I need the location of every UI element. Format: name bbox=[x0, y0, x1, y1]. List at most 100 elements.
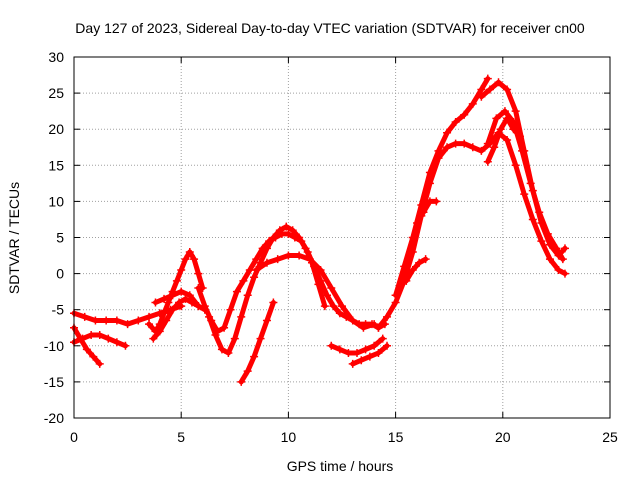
x-tick-label: 5 bbox=[177, 429, 185, 445]
data-point bbox=[338, 302, 346, 311]
data-point bbox=[483, 74, 492, 83]
data-point bbox=[402, 276, 411, 285]
data-point bbox=[391, 291, 400, 300]
x-axis-label: GPS time / hours bbox=[287, 458, 394, 474]
data-point bbox=[537, 237, 546, 246]
data-point bbox=[149, 334, 158, 343]
data-point bbox=[370, 320, 379, 329]
data-point bbox=[160, 309, 169, 318]
x-tick-label: 15 bbox=[388, 429, 404, 445]
data-point bbox=[220, 323, 229, 332]
data-point bbox=[262, 316, 271, 325]
data-point bbox=[112, 316, 121, 325]
data-point bbox=[112, 338, 121, 347]
data-point bbox=[177, 287, 186, 296]
data-point bbox=[134, 316, 143, 325]
data-point bbox=[370, 341, 379, 350]
data-point bbox=[243, 291, 252, 300]
data-point bbox=[269, 233, 278, 242]
data-point bbox=[518, 146, 527, 155]
data-point bbox=[102, 316, 111, 325]
data-point bbox=[359, 323, 368, 332]
series-track-13 bbox=[374, 128, 569, 332]
data-point bbox=[232, 287, 241, 296]
data-point bbox=[80, 312, 89, 321]
data-point bbox=[419, 208, 428, 217]
data-point bbox=[155, 327, 164, 336]
data-point bbox=[89, 352, 98, 361]
data-point bbox=[269, 298, 278, 307]
data-point bbox=[282, 222, 291, 231]
y-tick-label: 10 bbox=[48, 193, 64, 209]
data-point bbox=[545, 255, 554, 264]
data-point bbox=[316, 265, 325, 274]
data-point bbox=[190, 255, 199, 264]
data-point bbox=[151, 298, 160, 307]
data-point bbox=[284, 251, 293, 260]
data-point bbox=[378, 334, 387, 343]
data-point bbox=[314, 280, 323, 289]
y-tick-label: -15 bbox=[44, 374, 64, 390]
data-point bbox=[552, 244, 561, 253]
data-point bbox=[468, 143, 477, 152]
y-tick-label: 5 bbox=[56, 230, 64, 246]
data-point bbox=[252, 265, 261, 274]
data-point bbox=[348, 316, 357, 325]
data-point bbox=[383, 341, 392, 350]
data-point bbox=[374, 323, 383, 332]
data-point bbox=[443, 128, 452, 137]
data-point bbox=[104, 334, 113, 343]
data-point bbox=[275, 226, 284, 235]
data-point bbox=[181, 294, 190, 303]
data-point bbox=[477, 85, 486, 94]
data-point bbox=[250, 273, 259, 282]
series-track-8 bbox=[205, 222, 329, 358]
data-point bbox=[194, 284, 203, 293]
series-track-16 bbox=[483, 107, 567, 264]
data-point bbox=[509, 125, 518, 134]
data-point bbox=[353, 349, 362, 358]
data-point bbox=[87, 330, 96, 339]
grid-lines bbox=[74, 57, 610, 418]
data-point bbox=[515, 132, 524, 141]
data-point bbox=[250, 352, 259, 361]
data-point bbox=[329, 302, 338, 311]
data-point bbox=[348, 359, 357, 368]
series-track-15 bbox=[477, 78, 569, 260]
data-point bbox=[327, 284, 336, 293]
data-point bbox=[560, 269, 569, 278]
data-point bbox=[217, 345, 226, 354]
data-point bbox=[425, 168, 434, 177]
data-point bbox=[558, 255, 567, 264]
data-point bbox=[123, 320, 132, 329]
series-track bbox=[403, 256, 429, 284]
data-point bbox=[181, 255, 190, 264]
data-point bbox=[408, 233, 417, 242]
data-point bbox=[543, 229, 552, 238]
data-point bbox=[443, 143, 452, 152]
y-axis-label: SDTVAR / TECUs bbox=[6, 182, 22, 294]
data-point bbox=[451, 139, 460, 148]
series-track bbox=[238, 300, 276, 385]
data-point bbox=[252, 255, 261, 264]
x-tick-label: 25 bbox=[602, 429, 618, 445]
data-point bbox=[200, 302, 209, 311]
data-point bbox=[145, 320, 154, 329]
data-point bbox=[494, 78, 503, 87]
data-point bbox=[239, 276, 248, 285]
data-point bbox=[400, 262, 409, 271]
data-point bbox=[391, 298, 400, 307]
axis-tick-labels: 0 5 10 15 20 25 -20 -15 -10 -5 0 5 10 15 20 25 30 bbox=[44, 49, 618, 445]
data-point bbox=[82, 345, 91, 354]
data-point bbox=[554, 265, 563, 274]
data-point bbox=[288, 226, 297, 235]
data-point bbox=[374, 349, 383, 358]
y-tick-label: 15 bbox=[48, 157, 64, 173]
data-point bbox=[511, 107, 520, 116]
data-point bbox=[273, 255, 282, 264]
data-point bbox=[320, 302, 329, 311]
data-point bbox=[145, 312, 154, 321]
data-series bbox=[70, 74, 569, 386]
data-point bbox=[434, 146, 443, 155]
data-point bbox=[95, 359, 104, 368]
